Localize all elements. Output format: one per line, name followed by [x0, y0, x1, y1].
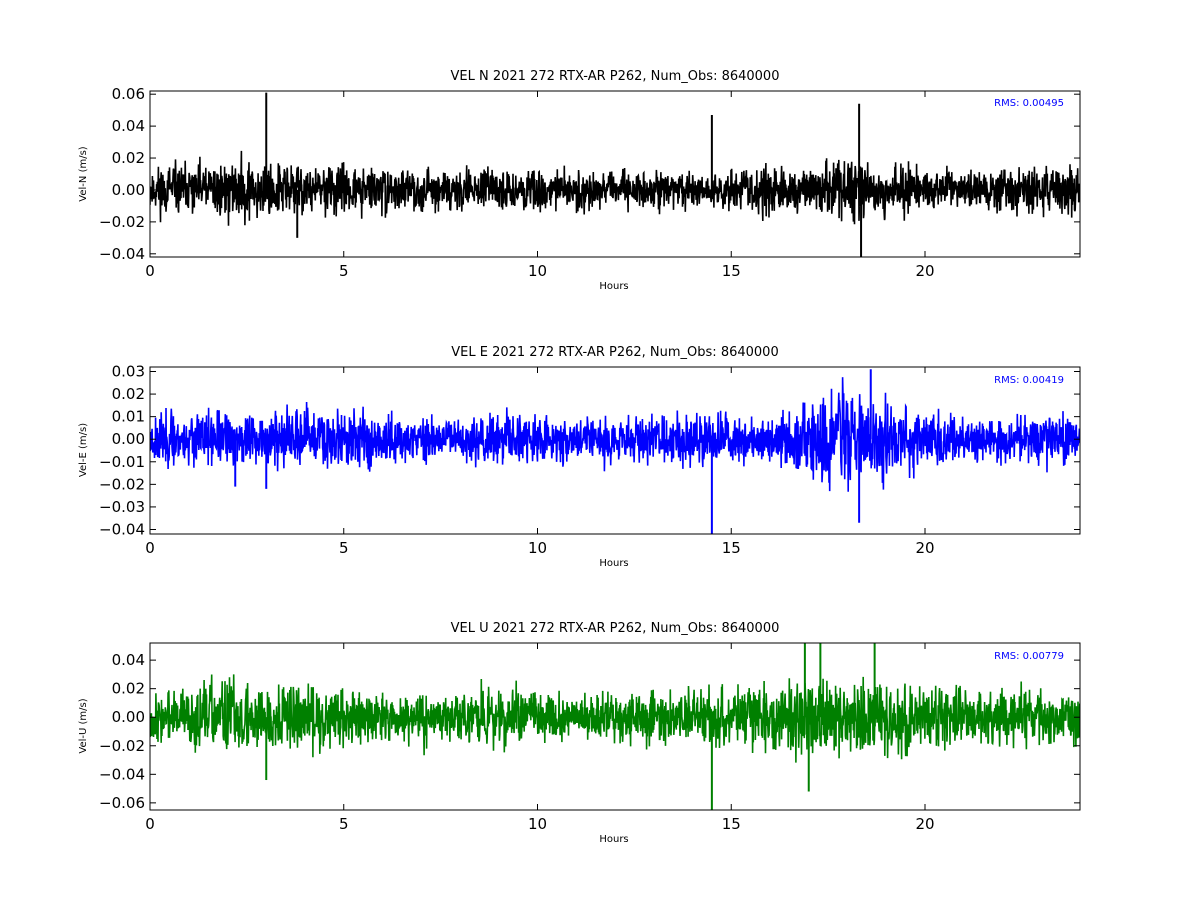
- y-tick-label-u-4: 0.02: [112, 680, 145, 698]
- chart-title-n: VEL N 2021 272 RTX-AR P262, Num_Obs: 864…: [451, 69, 780, 84]
- y-tick-label-e-7: 0.03: [112, 363, 145, 381]
- y-axis-label-u: Vel-U (m/s): [78, 698, 89, 753]
- x-tick-label-u-3: 15: [722, 815, 741, 833]
- x-tick-label-n-4: 20: [915, 262, 934, 280]
- y-tick-label-n-5: 0.06: [112, 85, 145, 103]
- y-tick-label-n-1: −0.02: [99, 213, 145, 231]
- x-tick-label-u-4: 20: [915, 815, 934, 833]
- x-tick-label-n-0: 0: [145, 262, 155, 280]
- x-tick-label-e-1: 5: [339, 539, 349, 557]
- x-tick-label-e-4: 20: [915, 539, 934, 557]
- y-tick-label-e-3: −0.01: [99, 453, 145, 471]
- signal-line-u: [150, 674, 1080, 763]
- rms-annotation-e: RMS: 0.00419: [994, 375, 1064, 386]
- x-tick-label-n-3: 15: [722, 262, 741, 280]
- rms-annotation-u: RMS: 0.00779: [994, 651, 1064, 662]
- y-tick-label-e-2: −0.02: [99, 475, 145, 493]
- y-tick-label-n-0: −0.04: [99, 245, 145, 263]
- panel-vel-n: VEL N 2021 272 RTX-AR P262, Num_Obs: 864…: [78, 69, 1081, 292]
- y-tick-label-u-1: −0.04: [99, 765, 145, 783]
- x-tick-label-n-2: 10: [528, 262, 547, 280]
- chart-title-e: VEL E 2021 272 RTX-AR P262, Num_Obs: 864…: [451, 345, 778, 360]
- y-tick-label-e-6: 0.02: [112, 385, 145, 403]
- y-tick-label-e-0: −0.04: [99, 520, 145, 538]
- y-tick-label-n-2: 0.00: [112, 181, 145, 199]
- plot-frame-u: [149, 642, 1081, 811]
- x-tick-label-u-0: 0: [145, 815, 155, 833]
- x-axis-label-e: Hours: [599, 558, 628, 569]
- y-tick-label-e-1: −0.03: [99, 498, 145, 516]
- plot-frame-n: [149, 90, 1081, 258]
- panel-vel-e: VEL E 2021 272 RTX-AR P262, Num_Obs: 864…: [78, 345, 1081, 569]
- x-tick-label-n-1: 5: [339, 262, 349, 280]
- x-tick-label-u-2: 10: [528, 815, 547, 833]
- y-tick-label-e-5: 0.01: [112, 408, 145, 426]
- y-tick-label-u-3: 0.00: [112, 708, 145, 726]
- x-tick-label-u-1: 5: [339, 815, 349, 833]
- y-tick-label-n-4: 0.04: [112, 117, 145, 135]
- x-tick-label-e-2: 10: [528, 539, 547, 557]
- chart-title-u: VEL U 2021 272 RTX-AR P262, Num_Obs: 864…: [451, 621, 780, 636]
- panel-vel-u: VEL U 2021 272 RTX-AR P262, Num_Obs: 864…: [78, 621, 1081, 845]
- y-tick-label-u-2: −0.02: [99, 737, 145, 755]
- y-tick-label-n-3: 0.02: [112, 149, 145, 167]
- y-tick-label-u-5: 0.04: [112, 651, 145, 669]
- y-axis-label-n: Vel-N (m/s): [78, 146, 89, 201]
- signal-line-n: [150, 150, 1080, 226]
- y-tick-label-u-0: −0.06: [99, 794, 145, 812]
- x-tick-label-e-3: 15: [722, 539, 741, 557]
- x-axis-label-u: Hours: [599, 834, 628, 845]
- y-axis-label-e: Vel-E (m/s): [78, 423, 89, 477]
- x-axis-label-n: Hours: [599, 281, 628, 292]
- x-tick-label-e-0: 0: [145, 539, 155, 557]
- y-tick-label-e-4: 0.00: [112, 430, 145, 448]
- signal-line-e: [150, 377, 1080, 492]
- plot-frame-e: [149, 366, 1081, 535]
- rms-annotation-n: RMS: 0.00495: [994, 98, 1064, 109]
